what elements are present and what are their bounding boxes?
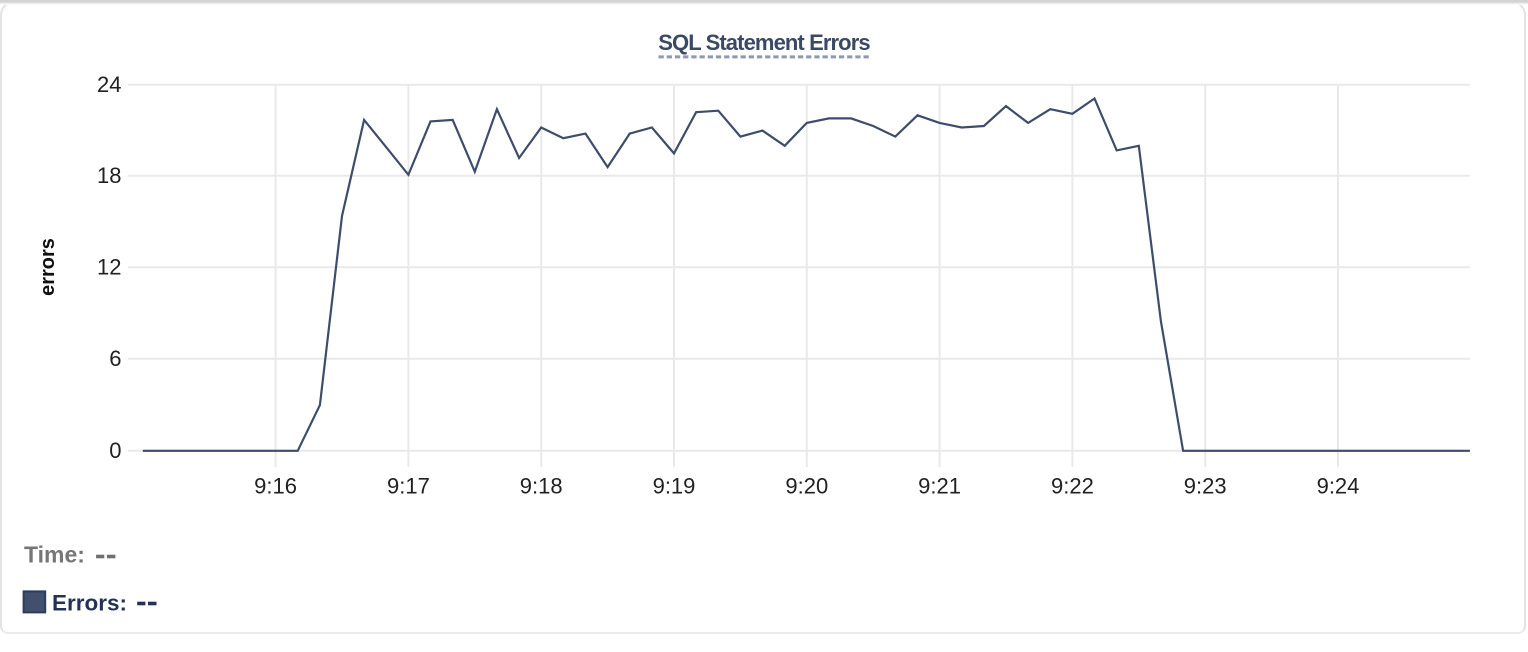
svg-text:18: 18	[97, 163, 121, 188]
svg-text:9:16: 9:16	[254, 473, 297, 498]
svg-text:24: 24	[97, 72, 121, 97]
svg-text:9:23: 9:23	[1184, 473, 1227, 498]
svg-text:Errors:: Errors:	[52, 591, 127, 616]
svg-text:9:22: 9:22	[1051, 473, 1094, 498]
svg-text:9:24: 9:24	[1317, 473, 1360, 498]
svg-text:9:18: 9:18	[520, 473, 563, 498]
svg-text:Time:: Time:	[24, 542, 85, 568]
svg-text:errors: errors	[37, 238, 59, 296]
svg-text:0: 0	[109, 438, 121, 463]
svg-text:9:20: 9:20	[785, 473, 828, 498]
svg-text:9:19: 9:19	[653, 473, 696, 498]
svg-text:9:21: 9:21	[918, 473, 961, 498]
svg-text:SQL Statement Errors: SQL Statement Errors	[658, 30, 870, 55]
svg-text:9:17: 9:17	[387, 473, 430, 498]
svg-text:12: 12	[97, 255, 121, 280]
svg-text:6: 6	[109, 346, 121, 371]
